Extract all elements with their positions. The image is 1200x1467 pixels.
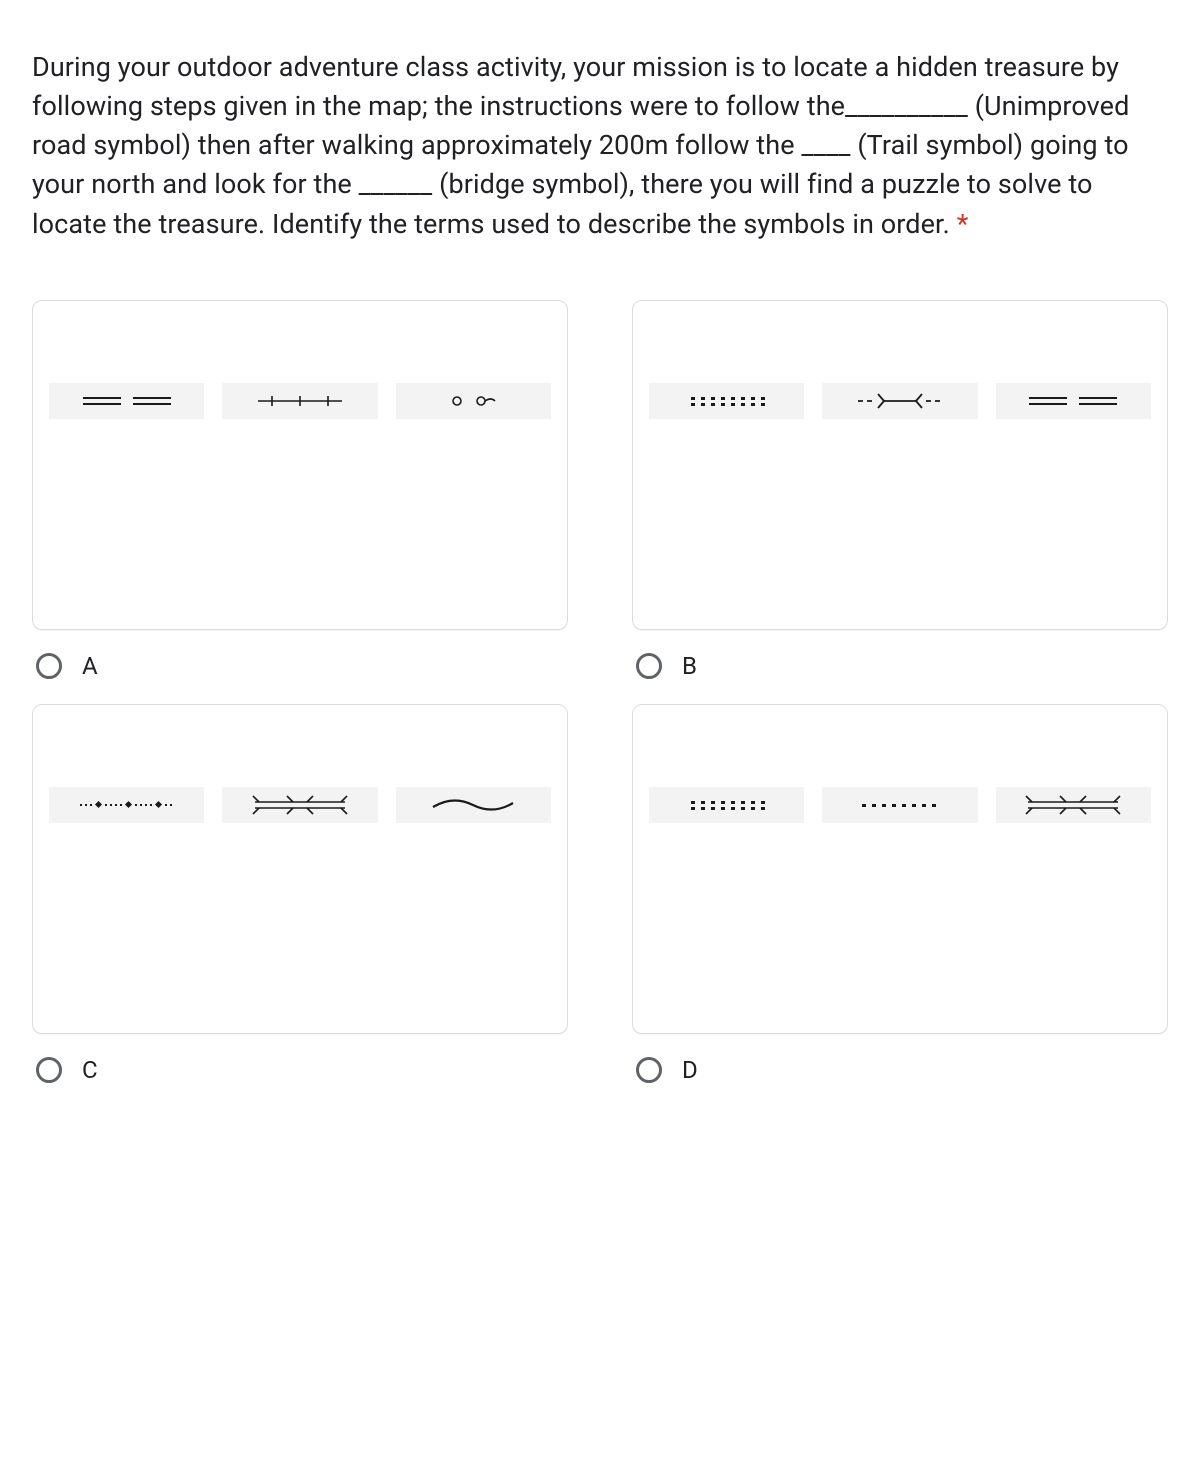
- symbol-bridge-dashed: [822, 383, 977, 419]
- option-b-label: B: [682, 652, 697, 680]
- option-a-label: A: [82, 652, 98, 680]
- option-b: B: [632, 300, 1168, 680]
- option-d-symbols: [647, 787, 1153, 823]
- option-c-label: C: [82, 1056, 98, 1084]
- option-a-symbols: [47, 383, 553, 419]
- symbol-bridge-double-d: [996, 787, 1151, 823]
- radio-c[interactable]: [36, 1057, 62, 1083]
- radio-a[interactable]: [36, 653, 62, 679]
- symbol-bridge-double: [222, 787, 377, 823]
- option-c-radio-row: C: [32, 1056, 568, 1084]
- option-a-radio-row: A: [32, 652, 568, 680]
- question-text: During your outdoor adventure class acti…: [32, 48, 1168, 244]
- symbol-tick-line: [222, 383, 377, 419]
- options-grid: A: [32, 300, 1168, 1084]
- option-c-symbols: [47, 787, 553, 823]
- option-c-card[interactable]: [32, 704, 568, 1034]
- symbol-unimproved-road-d: [649, 787, 804, 823]
- symbol-spring-circles: [396, 383, 551, 419]
- option-b-symbols: [647, 383, 1153, 419]
- symbol-wavy: [396, 787, 551, 823]
- option-b-radio-row: B: [632, 652, 1168, 680]
- option-d-label: D: [682, 1056, 698, 1084]
- symbol-double-line-break-b: [996, 383, 1151, 419]
- symbol-trail-diamonds: [49, 787, 204, 823]
- question-page: During your outdoor adventure class acti…: [0, 0, 1200, 1116]
- radio-b[interactable]: [636, 653, 662, 679]
- option-d-card[interactable]: [632, 704, 1168, 1034]
- option-b-card[interactable]: [632, 300, 1168, 630]
- option-d: D: [632, 704, 1168, 1084]
- option-a: A: [32, 300, 568, 680]
- symbol-unimproved-road: [649, 383, 804, 419]
- radio-d[interactable]: [636, 1057, 662, 1083]
- option-a-card[interactable]: [32, 300, 568, 630]
- required-asterisk: *: [957, 208, 969, 240]
- option-c: C: [32, 704, 568, 1084]
- option-d-radio-row: D: [632, 1056, 1168, 1084]
- symbol-double-line-break: [49, 383, 204, 419]
- symbol-dashed-trail: [822, 787, 977, 823]
